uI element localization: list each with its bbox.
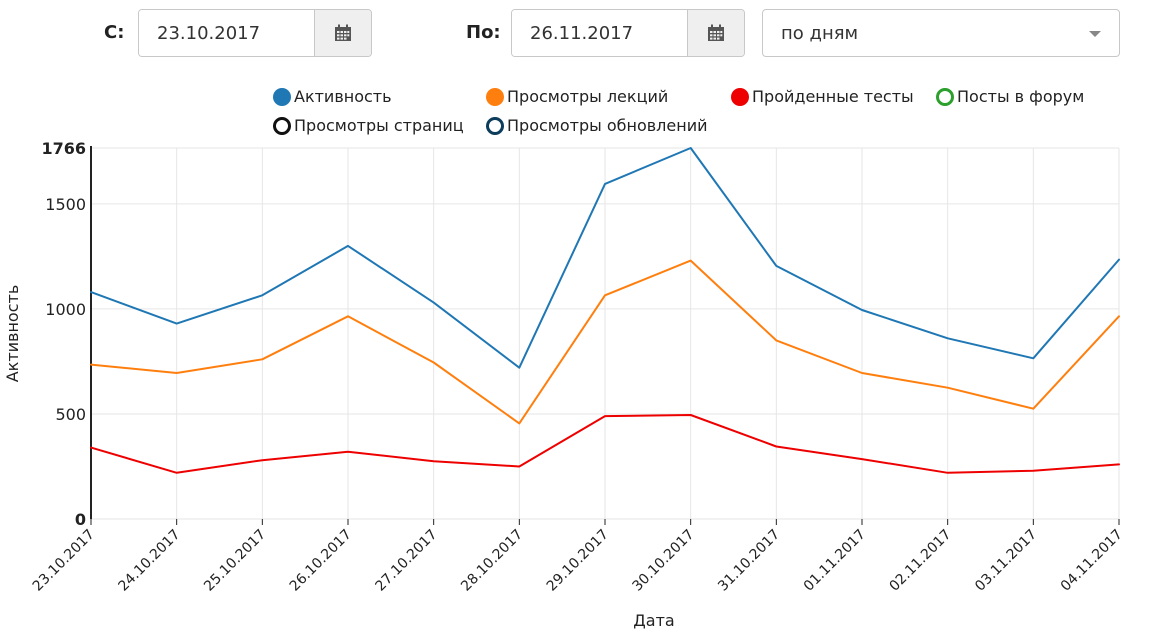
calendar-icon (335, 24, 351, 41)
x-tick-label: 04.11.2017 (1058, 527, 1126, 595)
legend-label: Активность (294, 87, 392, 106)
y-tick-label: 500 (55, 405, 86, 424)
series-line-0 (90, 147, 1120, 369)
y-axis-title: Активность (3, 285, 22, 383)
x-tick-label: 28.10.2017 (458, 527, 526, 595)
legend-item-update-views[interactable]: Просмотры обновлений (486, 116, 708, 135)
from-date-input[interactable] (139, 10, 314, 56)
legend-item-lecture-views[interactable]: Просмотры лекций (486, 87, 668, 106)
to-label: По: (466, 22, 501, 43)
y-tick-label: 1766 (41, 139, 86, 158)
y-tick-label: 1000 (45, 300, 86, 319)
legend-marker (486, 87, 504, 106)
x-tick-label: 27.10.2017 (372, 527, 440, 595)
x-tick-label: 03.11.2017 (972, 527, 1040, 595)
legend-marker (486, 116, 504, 135)
x-tick-label: 23.10.2017 (30, 527, 98, 595)
to-calendar-button[interactable] (687, 10, 744, 56)
legend-label: Просмотры лекций (507, 87, 669, 106)
x-tick-label: 25.10.2017 (201, 527, 269, 595)
chevron-down-icon (1089, 31, 1101, 37)
calendar-icon (708, 24, 724, 41)
legend-marker (273, 116, 291, 135)
from-label: С: (104, 22, 125, 43)
legend-label: Просмотры обновлений (507, 116, 708, 135)
legend-item-page-views[interactable]: Просмотры страниц (273, 116, 464, 135)
y-tick-label: 1500 (45, 195, 86, 214)
to-date-input[interactable] (512, 10, 687, 56)
legend-item-activity[interactable]: Активность (273, 87, 392, 106)
legend-label: Просмотры страниц (294, 116, 464, 135)
legend-marker (731, 87, 749, 106)
period-select[interactable]: по дням (762, 9, 1120, 57)
legend-label: Посты в форум (957, 87, 1085, 106)
legend-label: Пройденные тесты (752, 87, 914, 106)
legend-marker (273, 87, 291, 106)
series-line-2 (90, 414, 1120, 474)
legend-item-passed-tests[interactable]: Пройденные тесты (731, 87, 914, 106)
x-axis-title: Дата (633, 611, 674, 630)
from-date-picker (138, 9, 372, 57)
x-tick-label: 30.10.2017 (629, 527, 697, 595)
x-tick-label: 29.10.2017 (544, 527, 612, 595)
x-tick-label: 26.10.2017 (287, 527, 355, 595)
from-calendar-button[interactable] (314, 10, 371, 56)
to-date-picker (511, 9, 745, 57)
x-tick-label: 31.10.2017 (715, 527, 783, 595)
period-select-value: по дням (781, 22, 859, 44)
x-tick-label: 01.11.2017 (801, 527, 869, 595)
x-tick-label: 02.11.2017 (886, 527, 954, 595)
y-tick-label: 0 (75, 510, 86, 529)
series-line-1 (90, 259, 1120, 425)
x-tick-label: 24.10.2017 (115, 527, 183, 595)
legend-item-forum-posts[interactable]: Посты в форум (936, 87, 1084, 106)
legend-marker (936, 87, 954, 106)
